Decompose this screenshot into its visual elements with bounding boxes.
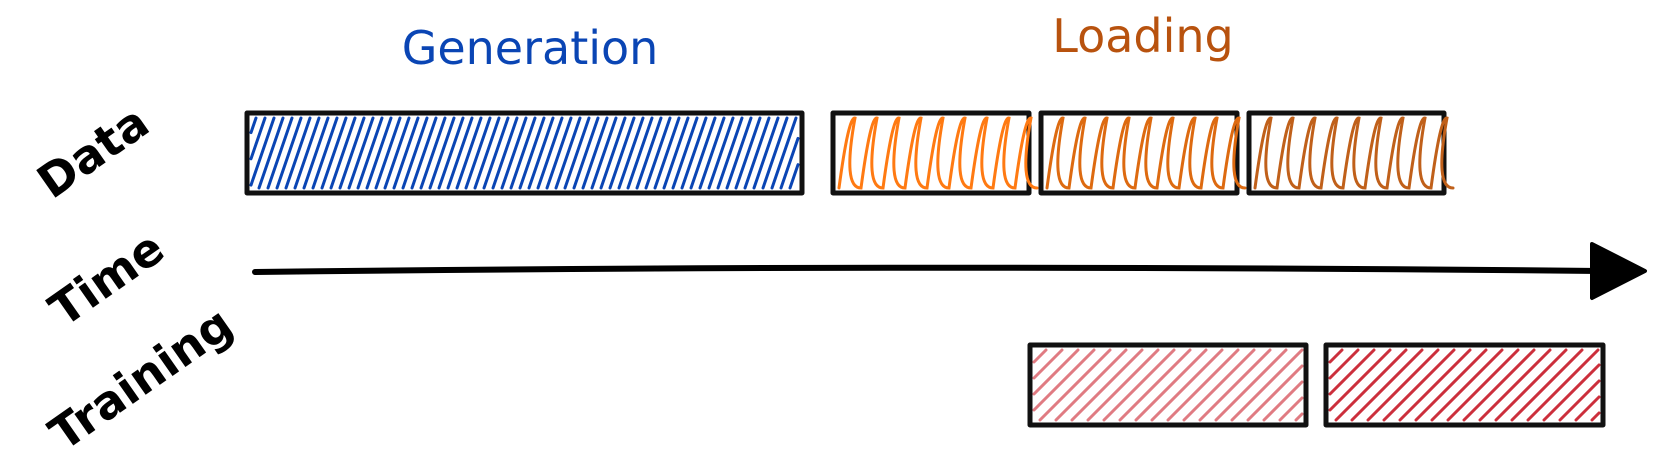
generation-block <box>244 110 805 196</box>
time-row-label: Time <box>39 220 173 337</box>
loading-label: Loading <box>1052 9 1233 63</box>
arrow-right-icon <box>1590 242 1647 300</box>
time-axis <box>252 242 1647 300</box>
hatch-fill <box>1328 348 1601 422</box>
generation-label: Generation <box>402 21 659 75</box>
loading-block-1 <box>830 110 1039 196</box>
hatch-fill <box>837 116 1039 190</box>
training-block-1 <box>1027 342 1309 428</box>
hatch-fill <box>1032 348 1304 422</box>
hatch-fill <box>1253 116 1455 190</box>
data-row-label: Data <box>27 95 158 209</box>
loading-block-2 <box>1038 110 1247 196</box>
loading-block-3 <box>1246 110 1455 196</box>
training-block-2 <box>1323 342 1606 428</box>
hatch-fill <box>1045 116 1247 190</box>
hatch-fill <box>249 116 800 190</box>
